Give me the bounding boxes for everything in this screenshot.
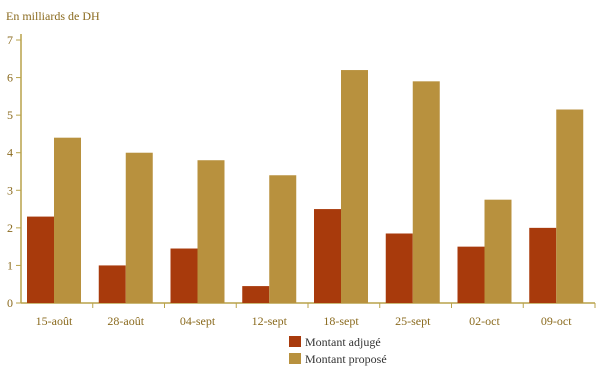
- legend-label-1: Montant proposé: [305, 352, 387, 366]
- legend-swatch-1: [289, 353, 301, 364]
- bar-adjuge-6: [457, 246, 485, 303]
- y-tick-label-5: 5: [7, 108, 13, 122]
- legend: Montant adjugé Montant proposé: [289, 335, 387, 366]
- bars: [27, 70, 584, 303]
- x-tick-label-2: 04-sept: [180, 314, 216, 328]
- y-axis-ticks: 0 1 2 3 4 5 6 7: [7, 33, 21, 310]
- x-tick-label-4: 18-sept: [323, 314, 359, 328]
- x-tick-label-7: 09-oct: [541, 314, 572, 328]
- y-tick-label-2: 2: [7, 221, 13, 235]
- x-axis-labels: 15-août 28-août 04-sept 12-sept 18-sept 25-se…: [36, 303, 596, 328]
- bar-adjuge-4: [314, 209, 341, 303]
- bar-propose-1: [125, 152, 153, 303]
- bar-adjuge-5: [385, 233, 413, 303]
- y-tick-label-0: 0: [7, 296, 13, 310]
- y-tick-label-3: 3: [7, 183, 13, 197]
- bar-adjuge-2: [170, 248, 198, 303]
- bar-adjuge-1: [98, 265, 126, 303]
- y-axis-unit-label: En milliards de DH: [6, 9, 100, 23]
- bar-propose-4: [341, 70, 368, 303]
- y-tick-label-7: 7: [7, 33, 13, 47]
- y-tick-label-4: 4: [7, 146, 13, 160]
- y-tick-label-1: 1: [7, 258, 13, 272]
- bar-propose-2: [197, 160, 225, 303]
- x-tick-label-1: 28-août: [107, 314, 144, 328]
- bar-adjuge-7: [529, 227, 557, 303]
- bar-propose-5: [412, 81, 440, 303]
- x-tick-label-3: 12-sept: [252, 314, 288, 328]
- bar-propose-3: [269, 175, 297, 303]
- legend-swatch-0: [289, 336, 301, 347]
- bar-propose-6: [484, 199, 512, 303]
- x-tick-label-0: 15-août: [36, 314, 73, 328]
- legend-label-0: Montant adjugé: [305, 335, 381, 349]
- y-tick-label-6: 6: [7, 71, 13, 85]
- x-tick-label-5: 25-sept: [395, 314, 431, 328]
- bar-propose-0: [54, 137, 81, 303]
- bar-adjuge-0: [27, 216, 54, 303]
- x-tick-label-6: 02-oct: [469, 314, 500, 328]
- bar-adjuge-3: [242, 286, 270, 303]
- bar-propose-7: [556, 109, 584, 303]
